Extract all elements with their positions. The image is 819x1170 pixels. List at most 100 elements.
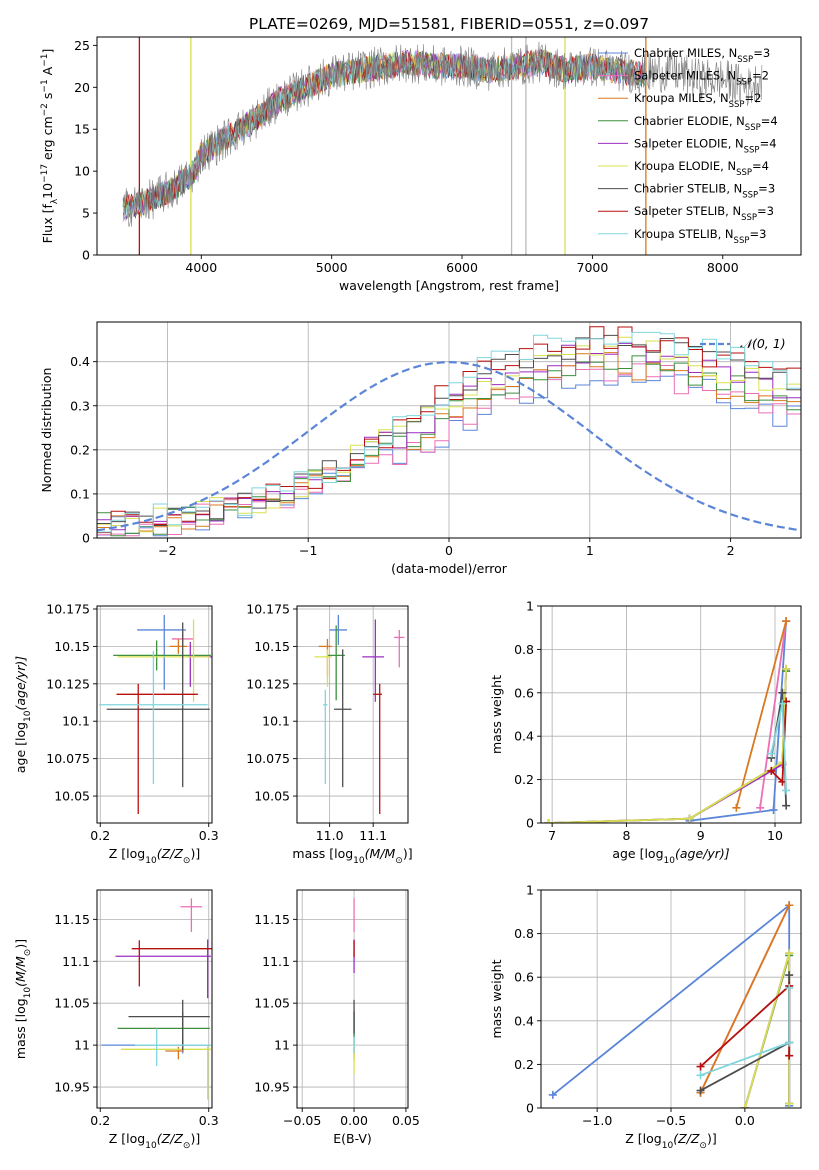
x-tick-label: 7000 bbox=[577, 260, 609, 275]
y-tick-label: 11 bbox=[74, 1038, 90, 1053]
plot-area bbox=[99, 614, 212, 815]
y-axis-label-part: erg cm bbox=[40, 116, 55, 164]
histogram-chabrier-stelib bbox=[97, 334, 801, 526]
y-tick-label: 10.05 bbox=[54, 789, 90, 804]
legend-sub: SSP bbox=[744, 145, 760, 155]
x-tick-label: 2 bbox=[727, 543, 735, 558]
errorbar-salpeter-miles bbox=[180, 898, 203, 932]
errorbar-chabrier-elodie bbox=[113, 640, 211, 671]
x-axis-label-part: (Z/Z bbox=[157, 1131, 184, 1146]
y-axis-label: Flux [fλ10−17 erg cm−2 s−1 A−1] bbox=[40, 49, 60, 244]
errorbar-salpeter-elodie bbox=[362, 619, 385, 702]
weight-marker-chabrier-miles bbox=[548, 1090, 557, 1099]
x-tick-label: 7 bbox=[548, 828, 556, 843]
x-axis-label-part: 10 bbox=[145, 1141, 157, 1151]
x-tick-label: −0.5 bbox=[656, 1113, 686, 1128]
plot-area bbox=[97, 326, 801, 537]
y-axis-label-part: −17 bbox=[40, 164, 50, 183]
errorbar-chabrier-miles bbox=[329, 614, 348, 645]
plot-area bbox=[101, 898, 212, 1100]
x-tick-label: 0 bbox=[445, 543, 453, 558]
y-tick-label: 11.1 bbox=[262, 954, 290, 969]
y-tick-label: 10.175 bbox=[46, 601, 90, 616]
y-tick-label: 10.075 bbox=[46, 751, 90, 766]
x-axis-label-part: 10 bbox=[353, 856, 365, 866]
x-axis-label-part: Z [log bbox=[625, 1131, 661, 1146]
legend-entry-salpeter-stelib: Salpeter STELIB, NSSP=3 bbox=[634, 204, 774, 223]
legend-prefix: , N bbox=[726, 182, 742, 196]
errorbar-kroupa-stelib bbox=[323, 689, 328, 785]
weight-marker-chabrier-stelib bbox=[696, 1086, 705, 1095]
y-axis-label-part: s bbox=[40, 93, 55, 104]
legend-prefix: , N bbox=[713, 91, 729, 105]
errorbar-salpeter-miles bbox=[394, 629, 405, 668]
axes-frame bbox=[96, 36, 802, 256]
weight-marker-kroupa-elodie bbox=[782, 664, 791, 673]
y-tick-label: 20 bbox=[74, 80, 90, 95]
normal-curve bbox=[97, 360, 801, 532]
legend-entry-chabrier-miles: Chabrier MILES, NSSP=3 bbox=[634, 46, 770, 65]
y-tick-label: 0.4 bbox=[514, 729, 534, 744]
y-axis-label-part: 10 bbox=[23, 710, 33, 722]
x-axis-label-part: )] bbox=[707, 1131, 717, 1146]
legend-label: Salpeter MILES bbox=[634, 69, 720, 83]
legend-label: Kroupa STELIB bbox=[634, 227, 718, 241]
errorbar-kroupa-elodie bbox=[314, 649, 332, 687]
x-axis-label-part: ⊙ bbox=[183, 856, 191, 866]
y-axis-label-part: ⊙ bbox=[23, 949, 33, 957]
y-axis-label-part: −1 bbox=[40, 54, 50, 67]
axes-frame bbox=[96, 889, 213, 1109]
legend-prefix: , N bbox=[721, 46, 737, 60]
y-tick-label: 5 bbox=[82, 206, 90, 221]
y-axis-label-part: 10 bbox=[40, 183, 55, 199]
panel-age-vs-mass: 11.0 11.1 10.05 10.075 10.1 10.125 10.15 10.175… bbox=[246, 601, 412, 866]
y-tick-label: 1 bbox=[526, 599, 534, 614]
legend-entry-salpeter-miles: Salpeter MILES, NSSP=2 bbox=[634, 69, 769, 88]
x-tick-label: 5000 bbox=[316, 260, 348, 275]
errorbar-kroupa-miles bbox=[169, 638, 188, 654]
panel-age-vs-Z: 0.2 0.3 10.05 10.075 10.1 10.125 10.15 10.175 Z … bbox=[13, 601, 219, 866]
y-tick-label: 10.175 bbox=[246, 601, 290, 616]
x-tick-label: −1 bbox=[299, 543, 317, 558]
y-axis-label-part: A bbox=[40, 66, 55, 79]
y-tick-label: 10.1 bbox=[262, 714, 290, 729]
y-tick-label: 0.2 bbox=[70, 442, 90, 457]
weight-marker-salpeter-stelib bbox=[785, 1051, 794, 1060]
weight-marker-kroupa-elodie bbox=[685, 814, 694, 823]
y-axis-label-part: (M/M bbox=[13, 956, 28, 987]
y-tick-label: 0.2 bbox=[514, 772, 534, 787]
y-axis-label-part: (age/yr)] bbox=[13, 656, 28, 711]
weight-marker-chabrier-stelib bbox=[782, 801, 791, 810]
legend-label: Kroupa ELODIE bbox=[634, 159, 720, 173]
y-tick-label: 10.125 bbox=[246, 676, 290, 691]
weight-marker-kroupa-miles bbox=[732, 803, 741, 812]
legend-nssp: 4 bbox=[762, 159, 769, 173]
histogram-kroupa-stelib bbox=[97, 331, 801, 533]
legend-label: Kroupa MILES bbox=[634, 91, 713, 105]
x-tick-label: −0.05 bbox=[283, 1113, 321, 1128]
y-tick-label: 11.05 bbox=[54, 996, 90, 1011]
weight-marker-kroupa-stelib bbox=[785, 1038, 794, 1047]
legend-prefix: , N bbox=[720, 69, 736, 83]
y-tick-label: 15 bbox=[74, 122, 90, 137]
x-axis-label: E(B-V) bbox=[333, 1131, 372, 1146]
x-axis-label-part: (M/M bbox=[365, 846, 396, 861]
y-tick-label: 11.05 bbox=[254, 996, 290, 1011]
y-tick-label: 11.15 bbox=[254, 912, 290, 927]
weight-line-chabrier-elodie bbox=[548, 671, 787, 823]
x-axis-label-part: Z [log bbox=[109, 1131, 145, 1146]
legend-nssp: 2 bbox=[754, 91, 761, 105]
x-axis-label: (data-model)/error bbox=[391, 561, 508, 576]
x-axis-label-part: ⊙ bbox=[183, 1141, 191, 1151]
y-axis-label-part: −1 bbox=[40, 79, 50, 92]
errorbar-chabrier-stelib bbox=[334, 649, 352, 788]
x-tick-label: 0.2 bbox=[90, 1113, 110, 1128]
x-axis-label-part: 10 bbox=[662, 1141, 674, 1151]
weight-marker-kroupa-miles bbox=[782, 617, 791, 626]
x-axis-label-part: (age/yr)] bbox=[675, 846, 730, 861]
x-tick-label: 0.3 bbox=[199, 828, 219, 843]
legend-nssp: 3 bbox=[767, 204, 774, 218]
y-tick-label: 0.6 bbox=[514, 970, 534, 985]
